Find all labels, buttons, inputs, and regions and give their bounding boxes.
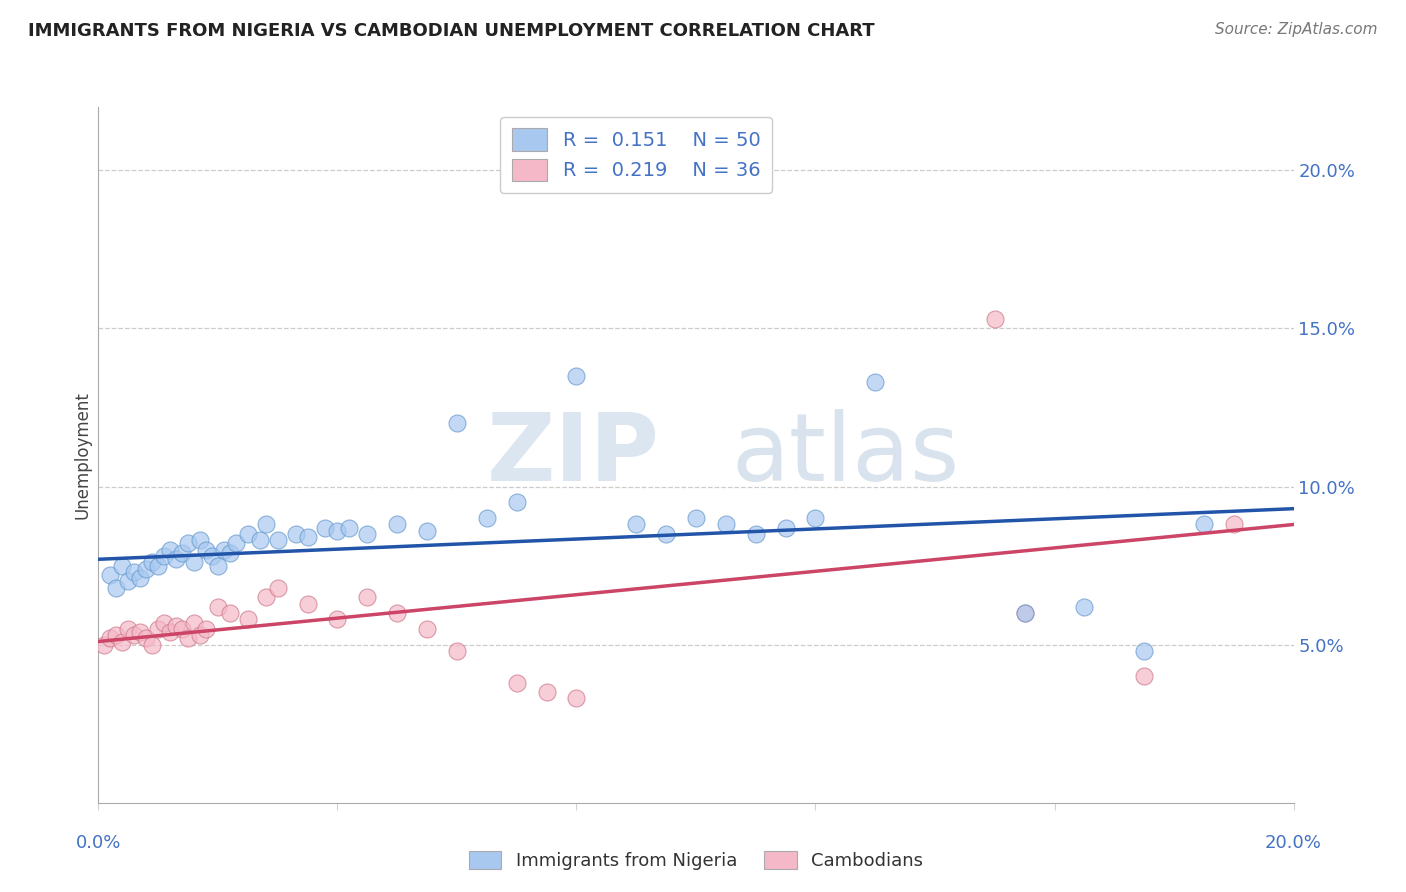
Point: [100, 568, 122, 582]
Point: [745, 527, 768, 541]
Point: [177, 632, 200, 646]
Point: [212, 542, 235, 557]
Point: [188, 628, 211, 642]
Point: [267, 533, 290, 548]
Point: [284, 527, 307, 541]
Point: [117, 622, 139, 636]
Point: [188, 533, 211, 548]
Point: [124, 565, 146, 579]
Point: [159, 542, 181, 557]
Point: [315, 521, 337, 535]
Point: [153, 615, 176, 630]
Point: [236, 527, 259, 541]
Point: [183, 556, 205, 570]
Text: Source: ZipAtlas.com: Source: ZipAtlas.com: [1215, 22, 1378, 37]
Point: [219, 546, 242, 560]
Point: [111, 558, 134, 573]
Point: [135, 632, 157, 646]
Point: [475, 511, 498, 525]
Point: [111, 634, 134, 648]
Point: [1192, 517, 1215, 532]
Point: [124, 628, 146, 642]
Point: [1133, 669, 1156, 683]
Point: [165, 552, 187, 566]
Point: [326, 612, 349, 626]
Point: [105, 628, 128, 642]
Point: [93, 638, 115, 652]
Point: [626, 517, 648, 532]
Point: [385, 517, 409, 532]
Point: [1073, 599, 1095, 614]
Text: ZIP: ZIP: [488, 409, 661, 501]
Point: [446, 644, 468, 658]
Point: [254, 517, 277, 532]
Point: [141, 556, 163, 570]
Text: IMMIGRANTS FROM NIGERIA VS CAMBODIAN UNEMPLOYMENT CORRELATION CHART: IMMIGRANTS FROM NIGERIA VS CAMBODIAN UNE…: [28, 22, 875, 40]
Text: 0.0%: 0.0%: [76, 834, 121, 852]
Point: [117, 574, 139, 589]
Point: [135, 562, 157, 576]
Point: [506, 675, 529, 690]
Point: [655, 527, 678, 541]
Point: [172, 546, 194, 560]
Point: [1014, 606, 1036, 620]
Point: [105, 581, 128, 595]
Point: [148, 558, 170, 573]
Point: [225, 536, 247, 550]
Point: [416, 524, 439, 538]
Point: [236, 612, 259, 626]
Point: [153, 549, 176, 563]
Point: [565, 691, 588, 706]
Point: [195, 542, 218, 557]
Point: [775, 521, 797, 535]
Y-axis label: Unemployment: Unemployment: [73, 391, 91, 519]
Legend: Immigrants from Nigeria, Cambodians: Immigrants from Nigeria, Cambodians: [461, 844, 931, 877]
Point: [385, 606, 409, 620]
Point: [141, 638, 163, 652]
Point: [506, 495, 529, 509]
Point: [1014, 606, 1036, 620]
Point: [207, 558, 229, 573]
Point: [129, 571, 152, 585]
Point: [326, 524, 349, 538]
Point: [183, 615, 205, 630]
Point: [297, 530, 319, 544]
Point: [804, 511, 827, 525]
Point: [165, 618, 187, 632]
Point: [356, 527, 378, 541]
Point: [267, 581, 290, 595]
Point: [249, 533, 271, 548]
Point: [172, 622, 194, 636]
Point: [207, 599, 229, 614]
Point: [148, 622, 170, 636]
Point: [100, 632, 122, 646]
Point: [565, 368, 588, 383]
Point: [177, 536, 200, 550]
Point: [356, 591, 378, 605]
Point: [219, 606, 242, 620]
Point: [195, 622, 218, 636]
Point: [159, 625, 181, 640]
Point: [536, 685, 558, 699]
Point: [254, 591, 277, 605]
Point: [685, 511, 707, 525]
Point: [714, 517, 737, 532]
Point: [297, 597, 319, 611]
Point: [201, 549, 224, 563]
Text: 20.0%: 20.0%: [1265, 834, 1322, 852]
Point: [416, 622, 439, 636]
Point: [984, 312, 1007, 326]
Point: [339, 521, 360, 535]
Text: atlas: atlas: [733, 409, 960, 501]
Point: [865, 375, 887, 389]
Point: [1133, 644, 1156, 658]
Point: [1223, 517, 1246, 532]
Point: [446, 417, 468, 431]
Point: [129, 625, 152, 640]
